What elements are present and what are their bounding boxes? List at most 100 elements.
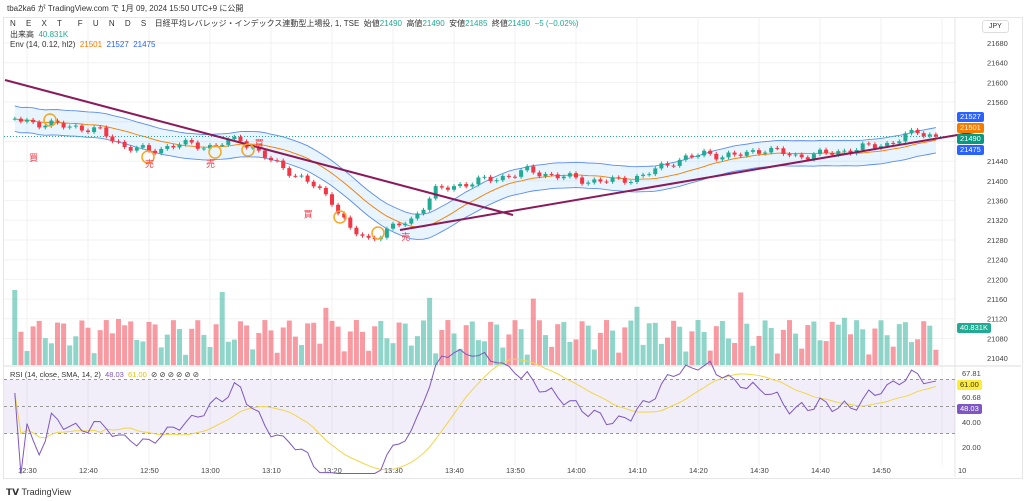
volume-value: 40.831K [38,29,69,39]
volume-bar [799,348,805,365]
volume-bar [286,320,292,365]
signal-label: 買 [29,153,38,163]
volume-label[interactable]: 出来高 [10,29,34,39]
volume-bar [219,292,225,365]
candle [43,125,48,128]
candle [665,163,670,166]
volume-bar [421,320,426,365]
candle [134,147,139,151]
candle [586,182,591,184]
volume-bar [591,349,597,365]
candle [580,177,585,184]
volume-bar [299,345,304,365]
candle [567,173,572,177]
candle [360,234,365,236]
volume-bar [817,340,823,365]
candle [933,134,938,137]
candle [256,147,261,151]
volume-bar [250,349,256,365]
volume-bar [341,351,347,365]
symbol-desc: 日経平均レバレッジ・インデックス連動型上場投, 1, TSE [154,19,360,28]
candle [671,165,676,167]
candle [140,145,145,148]
price-tick: 21240 [987,256,1008,265]
volume-bar [24,350,30,365]
volume-bar [170,320,176,365]
candle [470,184,475,187]
candle [226,139,231,145]
signal-label: 買 [304,210,313,220]
volume-bar [902,322,908,365]
volume-bar [475,340,481,365]
volume-bar [91,353,97,365]
volume-bar [335,326,341,365]
volume-bar [128,321,134,365]
volume-bar [451,333,457,365]
volume-bar [555,324,561,365]
volume-bar [536,320,542,365]
candle [281,160,286,169]
price-tick: 21120 [987,315,1007,324]
time-tick: 14:30 [750,466,769,475]
price-tick: 21280 [987,236,1008,245]
env-label[interactable]: Env (14, 0.12, hl2) [10,40,76,49]
time-tick: 13:30 [384,466,403,475]
volume-bar [244,325,250,365]
candle [811,154,816,160]
volume-bar [207,347,213,365]
volume-bar [146,321,152,365]
volume-bar [445,320,451,365]
volume-bar [762,320,768,365]
volume-bar [329,320,335,365]
candle [903,133,908,142]
candle [622,177,627,183]
candle [610,177,615,182]
volume-bar [811,321,817,365]
volume-bar [280,327,286,365]
signal-circle [241,143,255,157]
trend-line-down [4,79,514,216]
candle [921,133,926,137]
rsi-tag: 48.03 [957,404,982,414]
signal-label: 売 [206,158,215,169]
price-tick: 21600 [987,78,1008,87]
volume-bar [915,339,921,365]
candle [506,175,511,177]
candle [305,175,310,182]
candle [18,118,23,122]
volume-bar [738,292,744,365]
rsi-tick: 20.00 [962,443,981,452]
symbol-name[interactable]: N E X T F U N D S [10,19,151,28]
candle [183,140,188,145]
volume-bar [30,326,36,365]
rsi-label[interactable]: RSI (14, close, SMA, 14, 2) [10,370,101,379]
currency-button[interactable]: JPY [982,20,1009,33]
volume-bar [848,334,853,365]
volume-bar [183,354,189,365]
volume-bar [103,320,109,365]
candle [872,144,877,149]
time-tick: 13:50 [506,466,525,475]
candle [653,168,658,175]
candle [805,157,810,160]
candle [311,181,316,187]
candle [238,136,243,142]
volume-bar [439,330,445,365]
candle [775,147,780,149]
candle [208,145,212,149]
volume-bar [494,324,500,365]
volume-bar [543,335,548,365]
volume-bar [323,307,329,365]
candle [494,180,499,182]
volume-bar [488,321,494,365]
candle [891,142,896,144]
volume-bar [262,320,268,365]
rsi-ma-line [14,358,937,471]
volume-bar [707,350,713,365]
volume-bar [872,328,878,365]
volume-bar [201,334,207,365]
price-tick: 21080 [987,334,1008,343]
time-tick: 13:10 [262,466,281,475]
rsi-tick: 60.68 [962,393,981,402]
